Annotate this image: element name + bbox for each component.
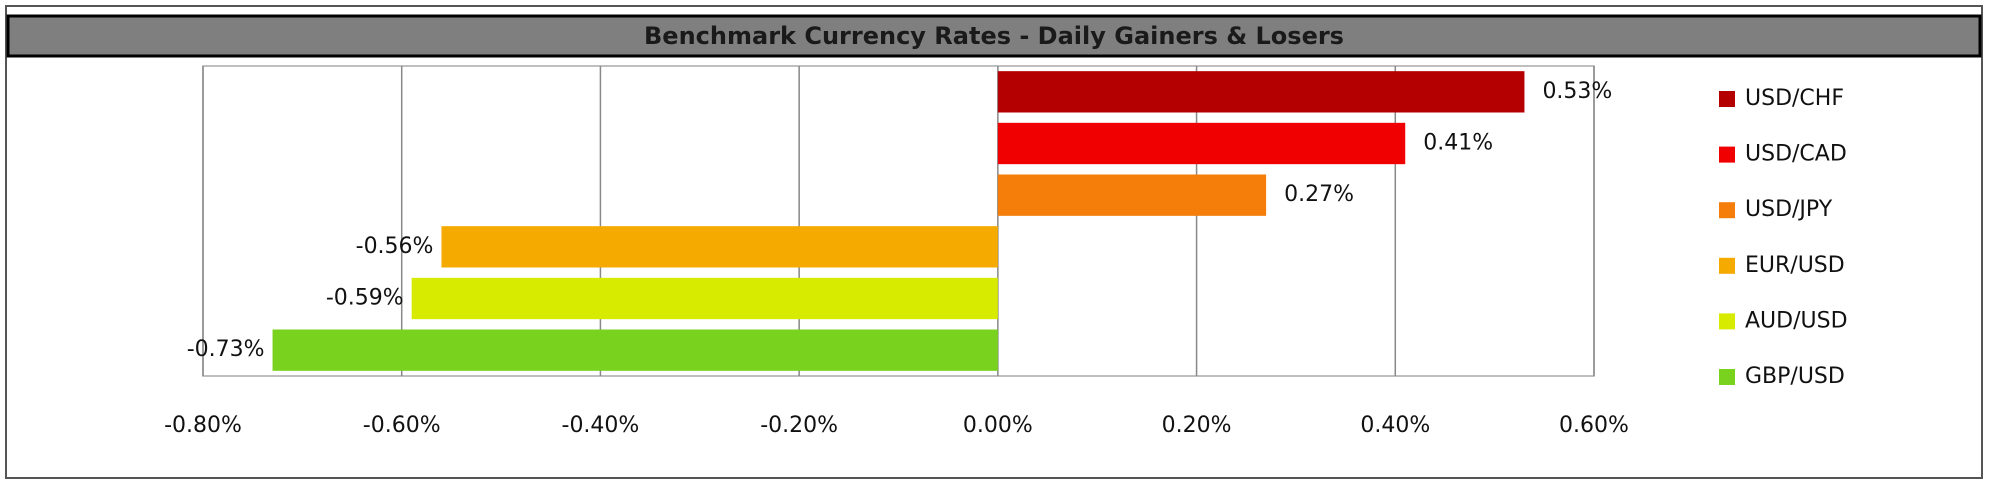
x-tick-label: 0.60% bbox=[1559, 413, 1629, 438]
bar bbox=[997, 122, 1406, 165]
legend-label: USD/CHF bbox=[1745, 86, 1844, 111]
bar bbox=[997, 71, 1525, 113]
x-tick-label: -0.60% bbox=[363, 413, 441, 438]
chart-title: Benchmark Currency Rates - Daily Gainers… bbox=[644, 22, 1344, 50]
title-bar bbox=[6, 14, 1982, 58]
x-tick-label: 0.40% bbox=[1360, 413, 1430, 438]
data-label: 0.41% bbox=[1423, 131, 1493, 156]
data-label: -0.73% bbox=[187, 337, 265, 362]
legend-swatch bbox=[1719, 91, 1735, 107]
x-tick-label: -0.80% bbox=[164, 413, 242, 438]
legend-swatch bbox=[1719, 146, 1735, 163]
legend-swatch bbox=[1719, 369, 1735, 385]
bar bbox=[272, 329, 998, 371]
x-tick-label: -0.20% bbox=[760, 413, 838, 438]
legend-label: AUD/USD bbox=[1745, 308, 1848, 333]
data-label: 0.27% bbox=[1284, 182, 1354, 207]
legend-label: EUR/USD bbox=[1745, 253, 1845, 278]
legend-label: USD/JPY bbox=[1745, 197, 1833, 222]
data-label: -0.56% bbox=[356, 234, 434, 259]
legend-label: USD/CAD bbox=[1745, 142, 1847, 167]
bar bbox=[997, 174, 1267, 216]
legend-swatch bbox=[1719, 202, 1735, 219]
data-label: 0.53% bbox=[1542, 79, 1612, 104]
x-tick-label: 0.20% bbox=[1162, 413, 1232, 438]
data-label: -0.59% bbox=[326, 286, 404, 311]
legend-swatch bbox=[1719, 257, 1735, 274]
x-tick-label: -0.40% bbox=[562, 413, 640, 438]
x-tick-label: 0.00% bbox=[963, 413, 1033, 438]
bar bbox=[441, 226, 998, 268]
legend-swatch bbox=[1719, 313, 1735, 330]
bar bbox=[411, 277, 998, 320]
legend-label: GBP/USD bbox=[1745, 364, 1845, 389]
